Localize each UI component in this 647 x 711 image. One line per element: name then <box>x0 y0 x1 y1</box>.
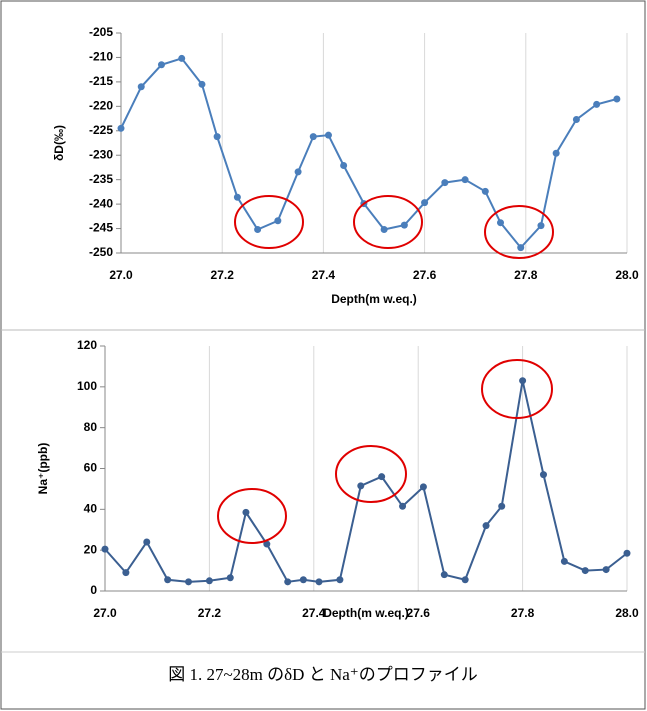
data-point <box>117 124 125 132</box>
y-tick-label: -240 <box>89 196 113 210</box>
x-axis-label: Depth(m w.eq.) <box>323 606 409 620</box>
data-point <box>205 577 213 585</box>
highlight-ellipse <box>353 195 423 249</box>
data-point <box>324 131 332 139</box>
data-point <box>309 133 317 141</box>
data-point <box>294 168 302 176</box>
y-tick-label: 120 <box>77 338 97 352</box>
caption: 図 1. 27~28m のδD と Na⁺のプロファイル <box>168 665 478 684</box>
data-point <box>537 222 545 230</box>
y-tick-label: 20 <box>84 542 98 556</box>
y-tick-label: -245 <box>89 221 113 235</box>
data-point <box>242 508 250 516</box>
data-point <box>101 545 109 553</box>
y-tick-label: 0 <box>90 583 97 597</box>
y-axis-label: δD(‰) <box>52 125 66 161</box>
data-point <box>164 576 172 584</box>
data-point <box>482 522 490 530</box>
data-point <box>539 471 547 479</box>
highlights <box>217 195 554 544</box>
data-point <box>198 80 206 88</box>
y-tick-label: 60 <box>84 461 98 475</box>
data-point <box>400 221 408 229</box>
y-tick-label: -230 <box>89 147 113 161</box>
y-tick-label: 40 <box>84 502 98 516</box>
data-point <box>336 576 344 584</box>
data-point <box>378 473 386 481</box>
data-point <box>315 578 323 586</box>
data-point <box>572 116 580 124</box>
x-axis-label: Depth(m w.eq.) <box>331 292 417 306</box>
data-point <box>213 133 221 141</box>
data-point <box>226 574 234 582</box>
y-axis-label: Na⁺(ppb) <box>36 443 50 495</box>
data-point <box>340 161 348 169</box>
data-point <box>419 483 427 491</box>
data-point <box>274 217 282 225</box>
data-line <box>120 57 618 250</box>
x-tick-label: 27.6 <box>413 268 437 282</box>
data-point <box>143 538 151 546</box>
data-point <box>581 567 589 575</box>
data-point <box>593 100 601 108</box>
highlight-ellipse <box>335 445 407 503</box>
data-point <box>461 176 469 184</box>
y-tick-label: 100 <box>77 379 97 393</box>
data-point <box>552 149 560 157</box>
x-tick-label: 28.0 <box>615 268 639 282</box>
data-point <box>481 187 489 195</box>
x-tick-label: 27.8 <box>514 268 538 282</box>
data-point <box>254 226 262 234</box>
highlight-ellipse <box>217 488 287 544</box>
highlight-ellipse <box>234 195 304 249</box>
data-point <box>263 540 271 548</box>
data-point <box>623 549 631 557</box>
y-tick-label: 80 <box>84 420 98 434</box>
data-point <box>517 244 525 252</box>
x-tick-label: 27.0 <box>93 606 117 620</box>
y-tick-label: -205 <box>89 25 113 39</box>
data-point <box>299 576 307 584</box>
x-tick-label: 27.6 <box>407 606 431 620</box>
data-point <box>122 569 130 577</box>
data-point <box>498 502 506 510</box>
x-tick-label: 27.2 <box>198 606 222 620</box>
data-point <box>284 578 292 586</box>
data-point <box>137 83 145 91</box>
x-tick-label: 27.4 <box>312 268 336 282</box>
y-tick-label: -215 <box>89 74 113 88</box>
y-tick-label: -250 <box>89 245 113 259</box>
data-point <box>380 226 388 234</box>
data-point <box>441 179 449 187</box>
data-point <box>461 576 469 584</box>
data-point <box>602 566 610 574</box>
x-tick-label: 28.0 <box>615 606 639 620</box>
y-tick-label: -210 <box>89 50 113 64</box>
data-point <box>157 61 165 69</box>
data-point <box>497 219 504 227</box>
data-point <box>233 193 241 201</box>
x-tick-label: 27.2 <box>211 268 235 282</box>
data-point <box>613 95 621 103</box>
highlight-ellipse <box>481 359 553 419</box>
x-tick-label: 27.0 <box>109 268 133 282</box>
data-point <box>399 502 407 510</box>
y-tick-label: -225 <box>89 123 113 137</box>
y-tick-label: -235 <box>89 172 113 186</box>
data-point <box>178 54 186 62</box>
data-point <box>519 377 527 385</box>
data-point <box>357 482 365 490</box>
data-point <box>421 199 429 207</box>
data-point <box>560 557 568 565</box>
data-line <box>104 380 628 583</box>
x-tick-label: 27.8 <box>511 606 535 620</box>
data-point <box>440 571 448 579</box>
highlight-ellipse <box>484 205 554 259</box>
data-point <box>185 578 193 586</box>
x-tick-label: 27.4 <box>302 606 326 620</box>
y-tick-label: -220 <box>89 99 113 113</box>
